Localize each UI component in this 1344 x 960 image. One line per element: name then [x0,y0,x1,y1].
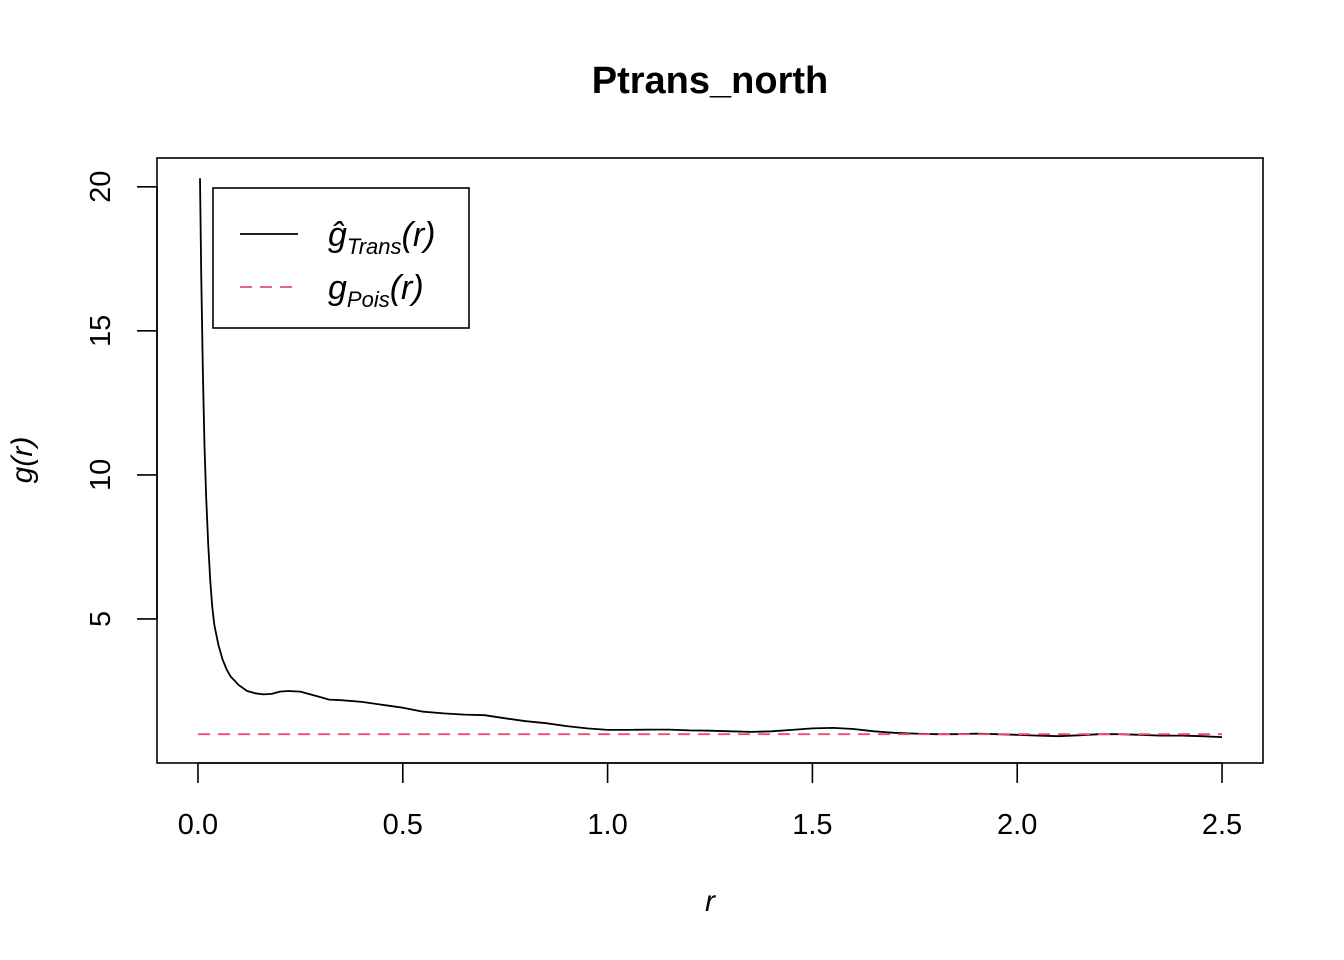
x-tick-label: 1.5 [792,809,832,841]
y-tick-label: 5 [85,611,117,627]
x-tick-label: 2.0 [997,809,1037,841]
legend-box [212,187,470,329]
legend-label-1: gPois(r) [328,269,424,312]
x-tick-label: 2.5 [1202,809,1242,841]
x-tick-label: 0.0 [178,809,218,841]
x-axis: 0.0 0.5 1.0 1.5 2.0 2.5 [178,762,1242,841]
x-tick-label: 0.5 [383,809,423,841]
y-tick-label: 15 [85,315,117,347]
y-axis: 5 10 15 20 [85,171,158,627]
chart-title: Ptrans_north [592,60,828,102]
series-layer [198,178,1223,738]
y-tick-label: 20 [85,171,117,203]
x-tick-label: 1.0 [587,809,627,841]
y-tick-label: 10 [85,459,117,491]
legend: ĝTrans(r) gPois(r) [212,187,470,329]
x-axis-label: r [705,885,716,918]
y-axis-label: g(r) [6,437,39,484]
legend-label-0: ĝTrans(r) [328,216,436,259]
